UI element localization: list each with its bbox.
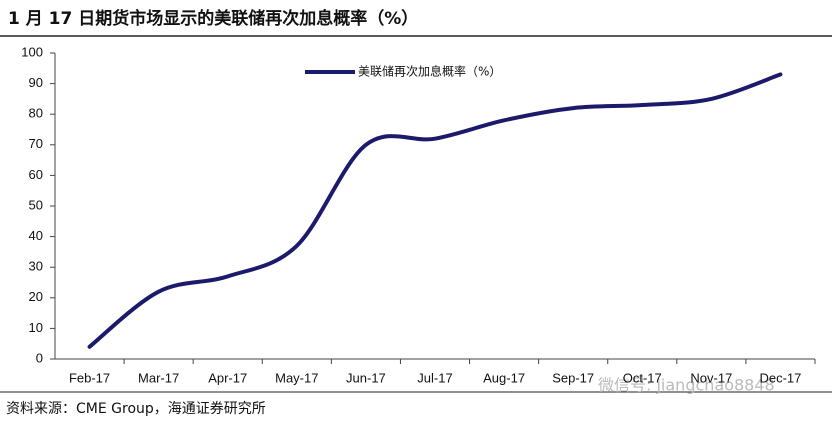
y-tick-label: 70 (29, 136, 43, 151)
source: 资料来源：CME Group，海通证券研究所 (6, 401, 266, 417)
y-tick-label: 60 (29, 167, 43, 182)
x-tick-label: Mar-17 (138, 370, 179, 385)
x-tick-label: Feb-17 (69, 370, 110, 385)
watermark: 微信号: jiangchao8848 (598, 376, 775, 395)
x-tick-label: Apr-17 (208, 370, 247, 385)
legend-label: 美联储再次加息概率（%） (358, 64, 501, 79)
y-tick-label: 100 (21, 44, 43, 59)
y-tick-label: 10 (29, 320, 43, 335)
y-tick-label: 80 (29, 106, 43, 121)
y-tick-label: 90 (29, 75, 43, 90)
line-series (87, 72, 783, 349)
x-tick-label: Jul-17 (417, 370, 452, 385)
y-tick-label: 50 (29, 197, 43, 212)
x-tick-label: May-17 (275, 370, 318, 385)
x-tick-label: Sep-17 (552, 370, 594, 385)
y-tick-label: 0 (36, 350, 43, 365)
x-tick-label: Jun-17 (346, 370, 386, 385)
y-tick-label: 30 (29, 259, 43, 274)
y-tick-label: 20 (29, 289, 43, 304)
chart-title: 1 月 17 日期货市场显示的美联储再次加息概率（%） (8, 8, 418, 29)
x-tick-label: Aug-17 (483, 370, 525, 385)
x-tick-label: Dec-17 (759, 370, 801, 385)
x-tick-label: Nov-17 (690, 370, 732, 385)
x-tick-label: Oct-17 (623, 370, 662, 385)
y-tick-label: 40 (29, 228, 43, 243)
